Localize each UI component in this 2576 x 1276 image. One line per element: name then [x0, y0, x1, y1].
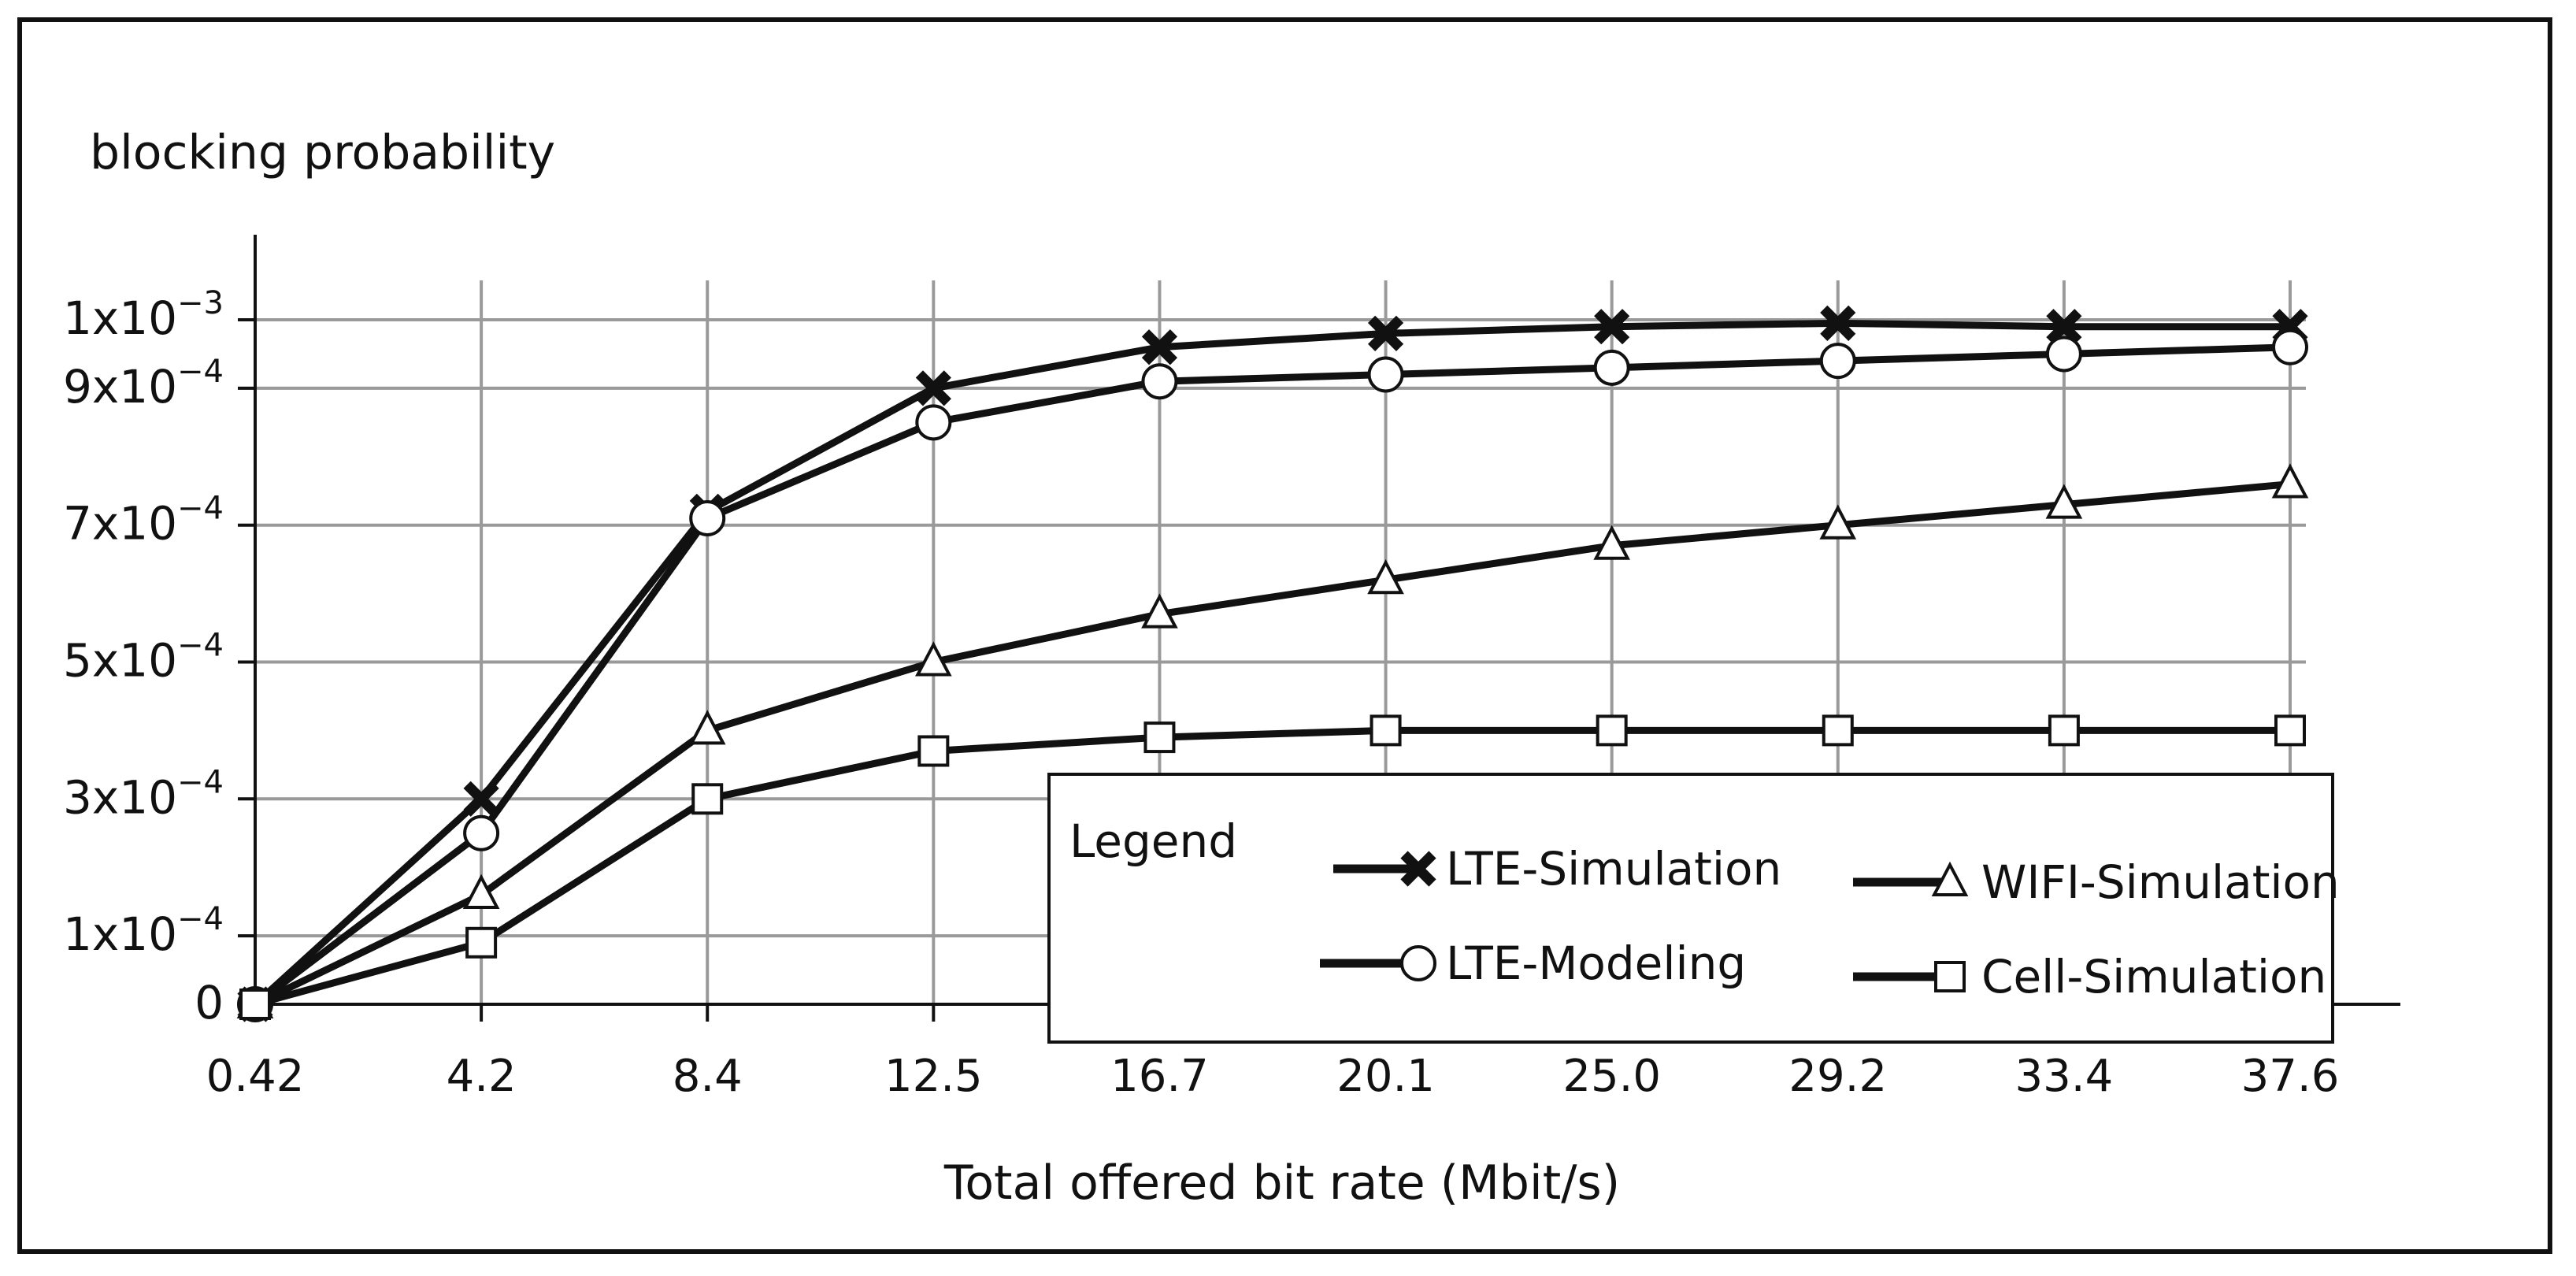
legend-item-lte-simulation: LTE-Simulation	[1333, 842, 1781, 896]
data-point	[2272, 328, 2308, 365]
x-axis-label: Total offered bit rate (Mbit/s)	[943, 1155, 1620, 1211]
data-point	[2045, 336, 2082, 373]
legend-swatch-marker	[1400, 945, 1436, 981]
data-point	[1593, 525, 1630, 560]
legend-label: WIFI-Simulation	[1981, 855, 2340, 909]
y-tick-label: 1x10−4	[63, 901, 224, 961]
x-stroke	[463, 781, 499, 817]
data-point	[915, 404, 952, 441]
data-point	[1367, 356, 1404, 393]
legend-swatch-marker	[1934, 961, 1966, 992]
series	[236, 305, 2309, 1022]
data-point	[915, 641, 952, 677]
data-point	[1141, 329, 1178, 365]
line-chart: 0 1x10−4 3x10−4 5x10−4 7x10−4 9x10−4 1x10−3 0.…	[63, 125, 2400, 1211]
x-stroke	[1367, 315, 1404, 351]
data-point	[1596, 714, 1628, 747]
y-tick-label: 9x10−4	[63, 354, 224, 414]
series-line	[254, 480, 2291, 1008]
data-point	[1141, 593, 1178, 629]
data-point	[1819, 504, 1857, 540]
x-tick-label: 4.2	[447, 1051, 517, 1102]
legend-swatch-marker	[1931, 861, 1969, 896]
series-cell-simulation	[239, 714, 2306, 1020]
x-tick-labels: 0.42 4.2 8.4 12.5 16.7 20.1 25.0 29.2 33.4 37.6	[206, 1051, 2340, 1102]
figure-frame: 0 1x10−4 3x10−4 5x10−4 7x10−4 9x10−4 1x10−3 0.…	[17, 17, 2552, 1254]
legend-label: Cell-Simulation	[1981, 950, 2326, 1003]
series-line	[254, 726, 2290, 1008]
data-point	[1141, 363, 1178, 400]
y-tick-label: 1x10−3	[63, 285, 224, 345]
data-point	[239, 989, 271, 1020]
legend-label: LTE-Modeling	[1446, 937, 1746, 990]
data-point	[463, 781, 499, 817]
y-tick-label: 3x10−4	[63, 764, 224, 824]
x-tick-label: 37.6	[2241, 1051, 2340, 1102]
y-tick-label: 0	[195, 976, 224, 1029]
x-stroke	[915, 370, 951, 406]
data-point	[691, 783, 724, 815]
y-tick-label: 7x10−4	[63, 491, 224, 551]
data-point	[2271, 463, 2309, 499]
x-stroke	[1820, 305, 1856, 341]
legend-item-lte-modeling: LTE-Modeling	[1320, 937, 1746, 990]
data-point	[462, 874, 500, 909]
data-point	[465, 926, 498, 959]
y-axis-label: blocking probability	[90, 125, 555, 180]
x-tick-label: 20.1	[1336, 1051, 1435, 1102]
data-point	[1367, 315, 1404, 351]
x-tick-label: 25.0	[1562, 1051, 1661, 1102]
data-point	[1593, 349, 1630, 386]
data-point	[689, 500, 726, 537]
x-stroke	[1141, 329, 1178, 365]
data-point	[917, 735, 950, 767]
y-tick-label: 5x10−4	[63, 628, 224, 688]
x-tick-label: 33.4	[2015, 1051, 2114, 1102]
data-point	[1822, 714, 1854, 747]
x-tick-label: 29.2	[1788, 1051, 1887, 1102]
data-point	[2048, 714, 2080, 747]
legend-swatch-marker	[1400, 851, 1436, 887]
data-point	[2046, 309, 2082, 345]
x-stroke	[1594, 309, 1630, 345]
x-tick-label: 16.7	[1110, 1051, 1209, 1102]
legend-item-cell-simulation: Cell-Simulation	[1853, 950, 2326, 1003]
legend-box	[1047, 773, 2334, 1044]
legend-title: Legend	[1069, 814, 1237, 868]
data-point	[463, 814, 500, 851]
x-tick-label: 12.5	[884, 1051, 983, 1102]
data-point	[1594, 309, 1630, 345]
data-point	[1367, 558, 1404, 595]
data-point	[1820, 305, 1856, 341]
data-point	[1143, 721, 1176, 754]
data-point	[2045, 484, 2083, 519]
x-tick-label: 8.4	[673, 1051, 743, 1102]
x-stroke	[1400, 851, 1436, 887]
series-line	[252, 319, 2290, 1007]
y-tick-labels: 0 1x10−4 3x10−4 5x10−4 7x10−4 9x10−4 1x10−3	[63, 285, 224, 1029]
series-lte-simulation	[237, 305, 2308, 1022]
series-line	[253, 343, 2291, 1007]
data-point	[915, 370, 951, 406]
legend-label: LTE-Simulation	[1446, 842, 1781, 896]
data-point	[688, 710, 726, 745]
x-tick-label: 0.42	[206, 1051, 305, 1102]
x-stroke	[2046, 309, 2082, 345]
legend-item-wifi-simulation: WIFI-Simulation	[1853, 855, 2340, 909]
data-point	[1819, 343, 1856, 380]
data-point	[1370, 714, 1402, 747]
legend: Legend LTE-Simulation LTE-Modeling WIFI-Si…	[1047, 773, 2340, 1044]
data-point	[2274, 714, 2306, 747]
